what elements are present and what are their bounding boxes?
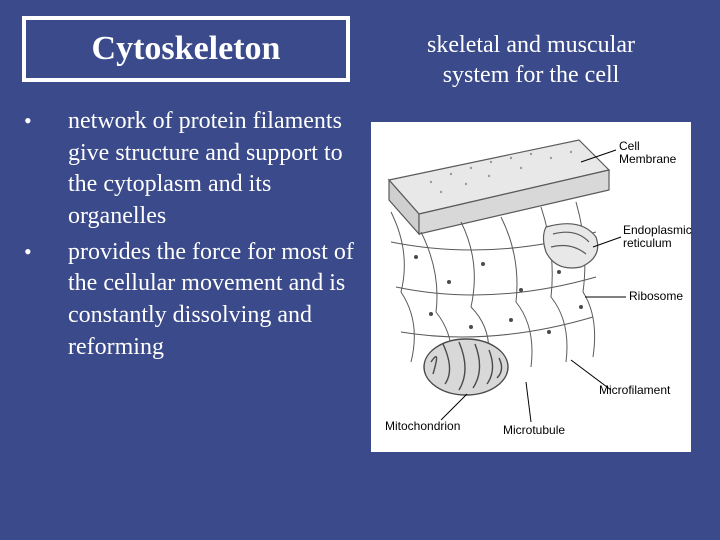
- slide: Cytoskeleton • network of protein filame…: [0, 0, 720, 540]
- label-mitochondrion: Mitochondrion: [385, 420, 460, 433]
- left-column: Cytoskeleton • network of protein filame…: [18, 12, 360, 528]
- label-ribosome: Ribosome: [629, 290, 683, 303]
- title-box: Cytoskeleton: [22, 16, 350, 82]
- label-microtubule: Microtubule: [503, 424, 565, 437]
- cell-diagram: Cell Membrane Endoplasmic reticulum Ribo…: [371, 122, 691, 452]
- label-er: Endoplasmic reticulum: [623, 224, 692, 249]
- label-cell-membrane: Cell Membrane: [619, 140, 691, 165]
- list-item: • network of protein filaments give stru…: [24, 106, 360, 233]
- subtitle-line2: system for the cell: [443, 62, 620, 88]
- list-item: • provides the force for most of the cel…: [24, 237, 360, 364]
- bullet-list: • network of protein filaments give stru…: [18, 106, 360, 367]
- diagram-svg: [371, 122, 691, 452]
- bullet-marker: •: [24, 237, 68, 364]
- bullet-text: network of protein filaments give struct…: [68, 106, 360, 233]
- label-er-l2: reticulum: [623, 236, 672, 250]
- bullet-text: provides the force for most of the cellu…: [68, 237, 360, 364]
- slide-title: Cytoskeleton: [92, 30, 281, 67]
- label-microfilament: Microfilament: [599, 384, 670, 397]
- subtitle: skeletal and muscular system for the cel…: [427, 30, 635, 90]
- right-column: skeletal and muscular system for the cel…: [360, 12, 702, 528]
- subtitle-line1: skeletal and muscular: [427, 32, 635, 58]
- bullet-marker: •: [24, 106, 68, 233]
